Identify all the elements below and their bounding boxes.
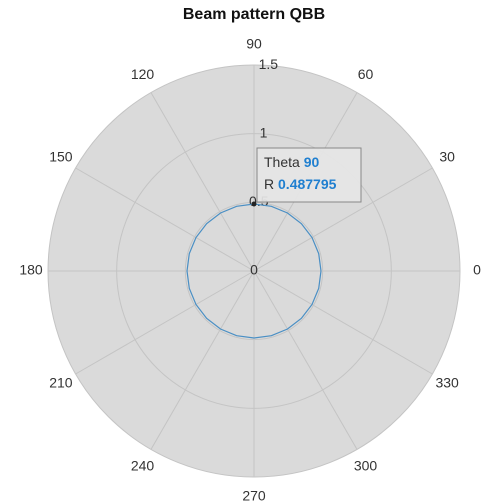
theta-tick-label: 330	[435, 375, 459, 391]
r-tick-label: 1.5	[259, 56, 279, 72]
datatip: Theta 90 R 0.487795	[256, 147, 362, 203]
theta-tick-label: 240	[131, 457, 155, 473]
datatip-line: R 0.487795	[264, 176, 337, 192]
theta-tick-label: 120	[131, 66, 155, 82]
theta-tick-label: 180	[19, 262, 43, 278]
theta-tick-label: 270	[242, 488, 266, 502]
chart-title: Beam pattern QBB	[183, 6, 325, 23]
theta-grid-line	[253, 270, 358, 450]
datatip-label: R	[264, 176, 274, 192]
datatip-value: 0.487795	[278, 176, 337, 192]
theta-tick-label: 90	[246, 36, 262, 52]
datatip-value: 90	[304, 154, 320, 170]
datatip-label: Theta	[264, 154, 300, 170]
datatip-marker	[251, 201, 257, 207]
theta-grid-line	[75, 270, 255, 375]
theta-grid-line	[75, 167, 255, 272]
theta-grid-line	[150, 270, 255, 450]
theta-tick-label: 150	[49, 149, 73, 165]
theta-tick-label: 210	[49, 375, 73, 391]
theta-tick-label: 0	[473, 262, 481, 278]
theta-grid-line	[150, 92, 255, 272]
theta-tick-label: 30	[439, 149, 455, 165]
r-tick-label: 1	[260, 125, 268, 141]
pattern-line	[186, 203, 322, 339]
r-tick-label: 0	[250, 262, 258, 278]
datatip-line: Theta 90	[264, 154, 319, 170]
theta-tick-label: 300	[354, 457, 378, 473]
theta-tick-label: 60	[358, 66, 374, 82]
theta-grid-line	[253, 167, 433, 272]
datatip-box	[256, 147, 362, 203]
theta-grid-line	[253, 270, 433, 375]
